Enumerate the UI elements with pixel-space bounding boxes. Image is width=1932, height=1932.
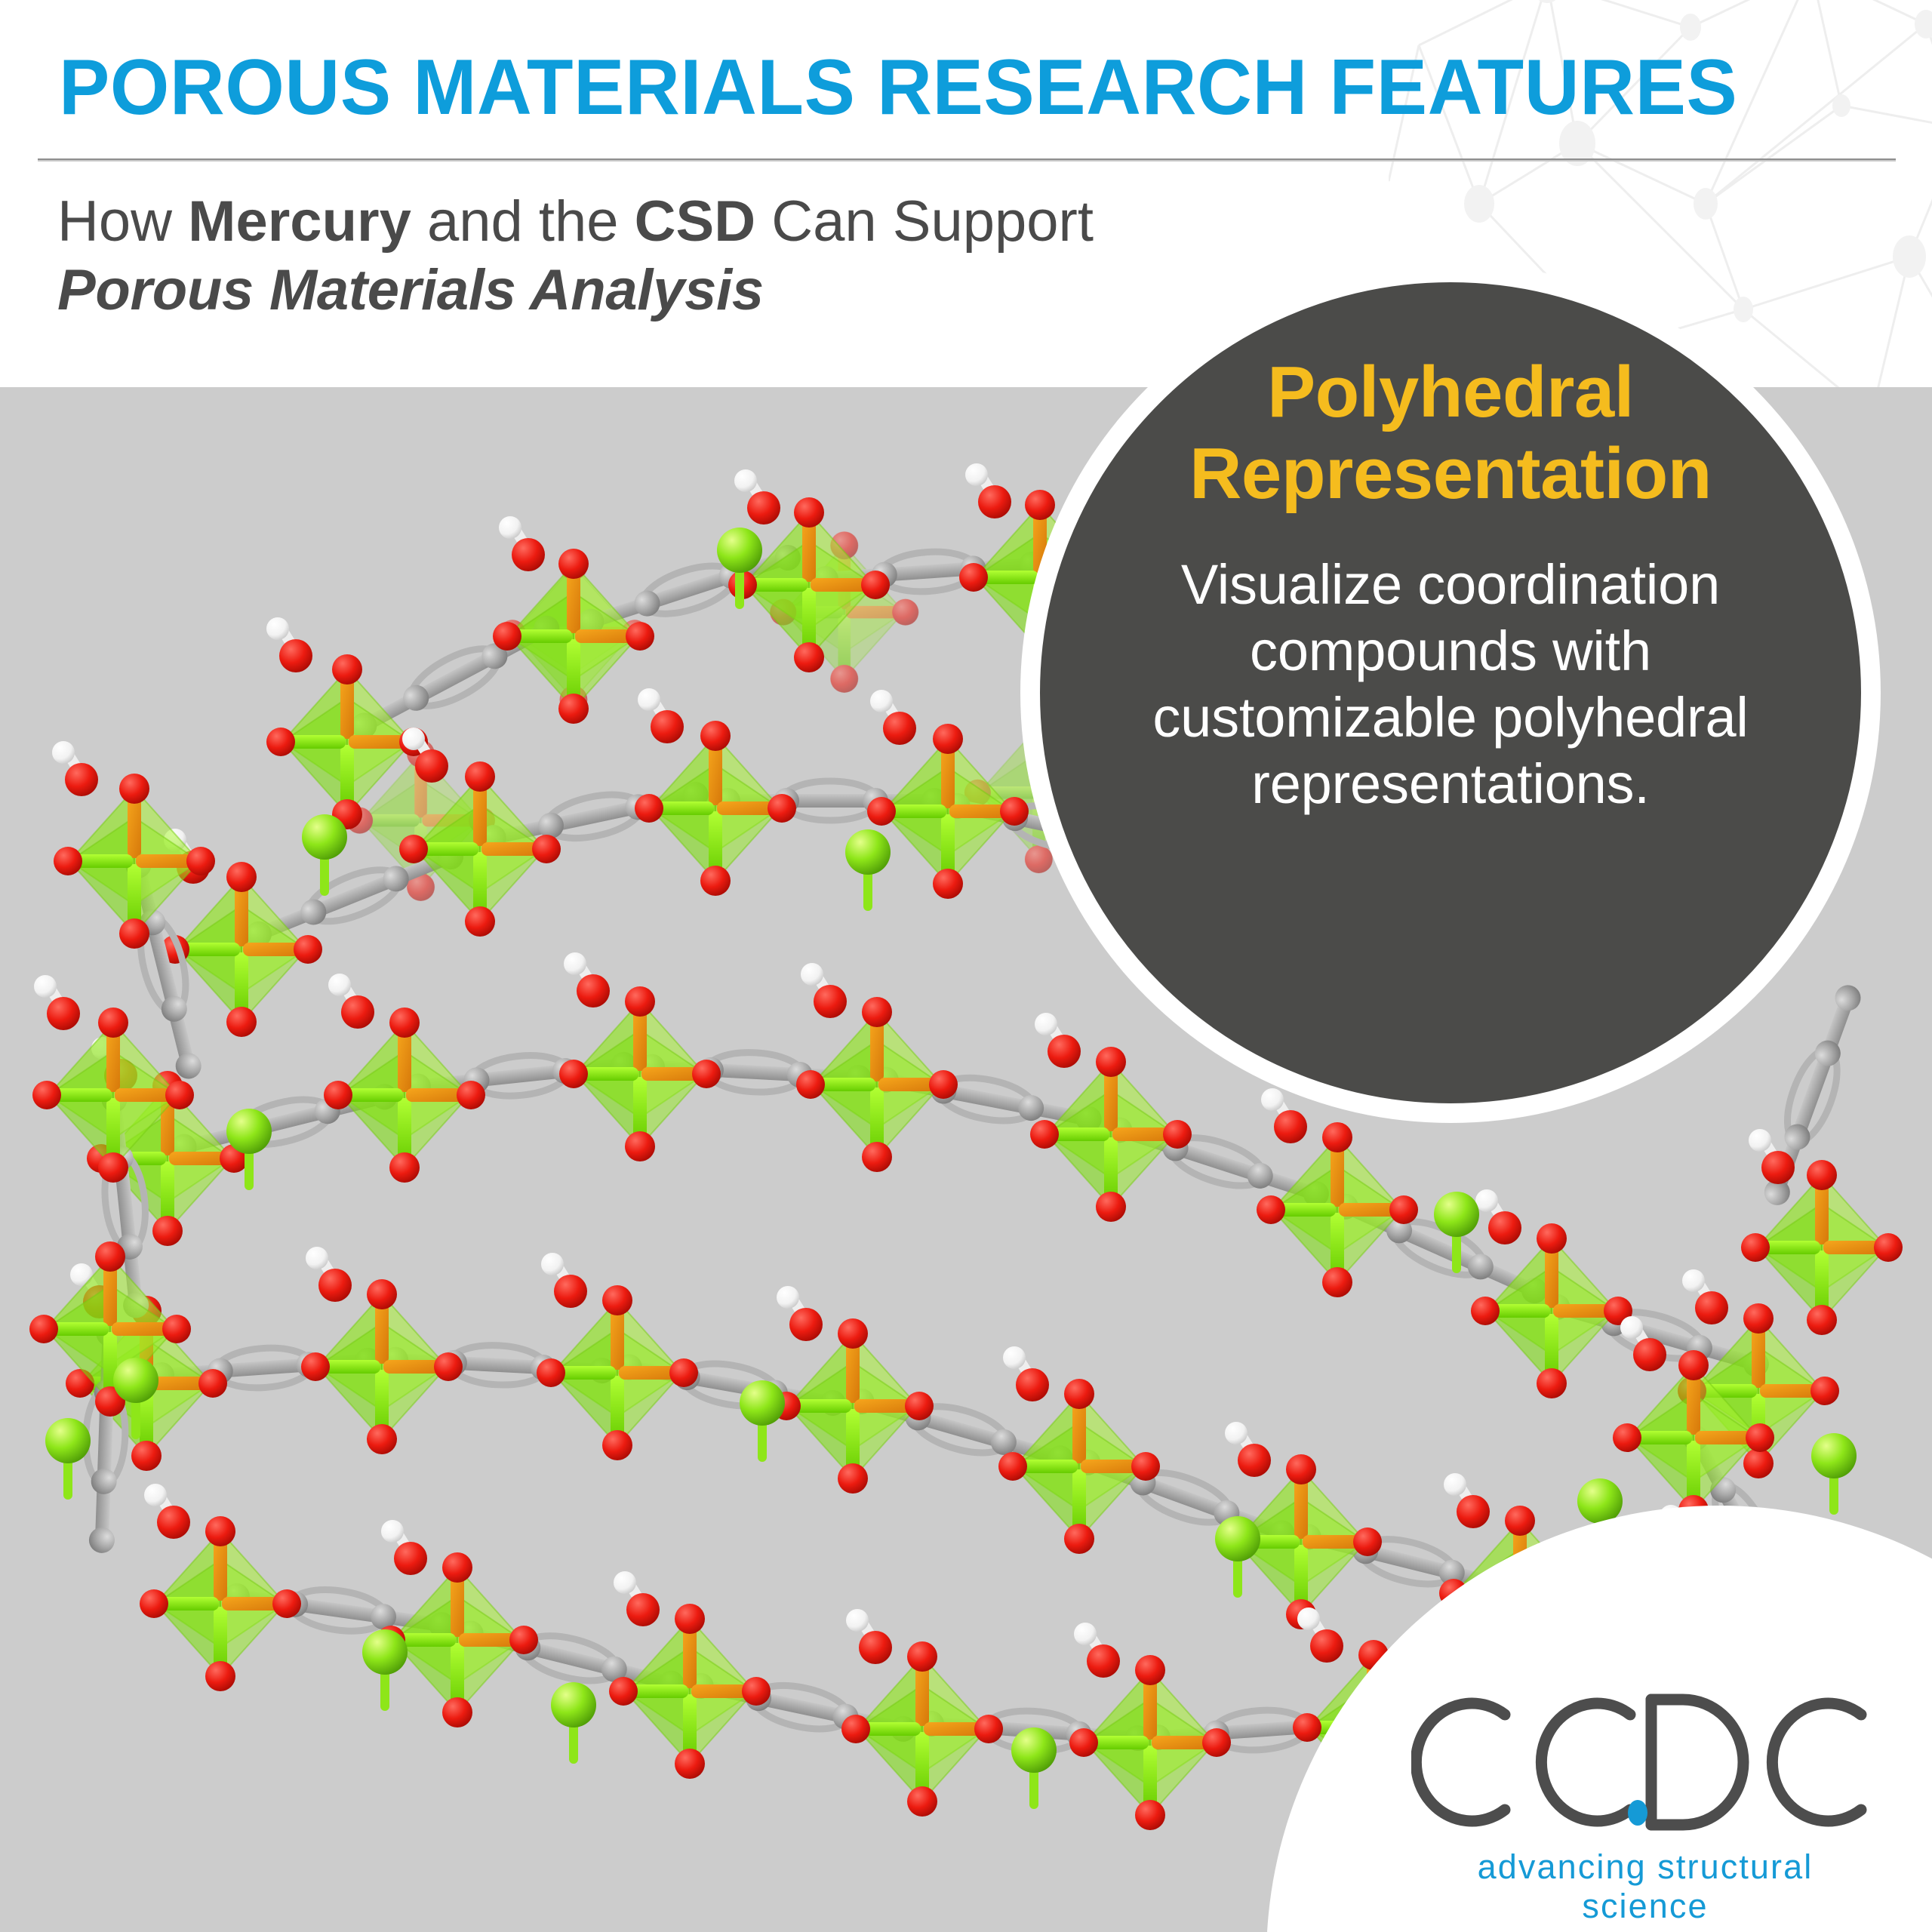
header-section: POROUS MATERIALS RESEARCH FEATURES How M… (0, 0, 1932, 387)
logo-dot-icon (1628, 1800, 1647, 1826)
subtitle-text-mid: and the (411, 189, 635, 254)
subtitle-line-1: How Mercury and the CSD Can Support (57, 187, 1340, 256)
subtitle-text-pre: How (57, 189, 189, 254)
page-title: POROUS MATERIALS RESEARCH FEATURES (59, 44, 1738, 131)
feature-callout-badge: Polyhedral Representation Visualize coor… (1020, 263, 1881, 1123)
logo-tagline: advancing structural science (1477, 1847, 1814, 1925)
header-divider (38, 158, 1896, 162)
ccdc-logo: advancing structural science (1411, 1683, 1879, 1925)
subtitle-line-2: Porous Materials Analysis (57, 258, 764, 323)
callout-title: Polyhedral Representation (1189, 352, 1712, 515)
subtitle: How Mercury and the CSD Can Support Poro… (57, 187, 1340, 325)
ccdc-wordmark-icon (1411, 1694, 1867, 1831)
subtitle-emphasis-mercury: Mercury (188, 189, 411, 254)
subtitle-emphasis-csd: CSD (634, 189, 756, 254)
callout-description: Visualize coordination compounds with cu… (1152, 552, 1749, 816)
subtitle-text-post: Can Support (755, 189, 1094, 254)
